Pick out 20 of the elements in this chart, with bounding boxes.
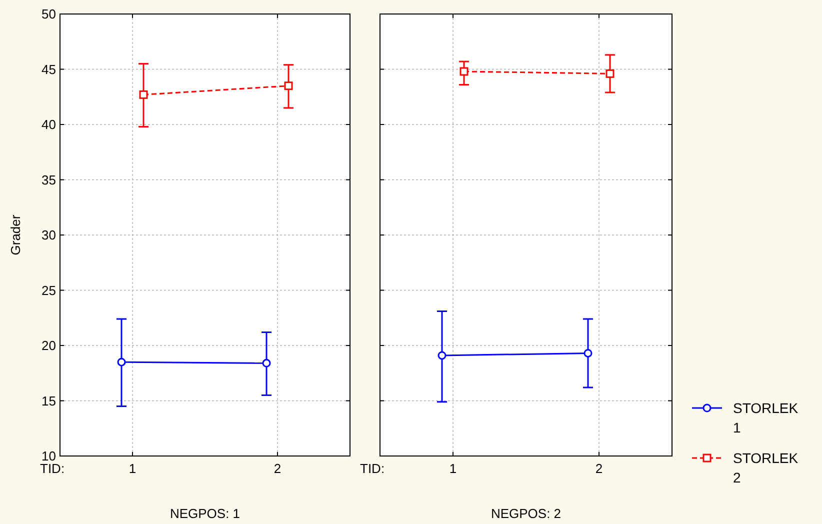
y-tick-label: 20 <box>42 338 56 354</box>
y-tick-label: 40 <box>42 117 56 132</box>
y-tick-label: 35 <box>42 172 56 188</box>
text: TID: <box>40 461 65 476</box>
x-tick-label: 2 <box>595 461 603 476</box>
legend-label: STORLEK 2 <box>733 450 799 486</box>
x-axis-title: NEGPOS: 1 <box>170 506 240 521</box>
y-tick-label: 50 <box>42 6 56 22</box>
legend-label: STORLEK 1 <box>733 400 799 436</box>
y-tick-label: 25 <box>42 282 56 298</box>
y-axis-title: Grader <box>8 214 23 256</box>
y-tick-label: 45 <box>42 62 56 77</box>
text: TID: <box>360 461 385 476</box>
y-tick-label: 15 <box>42 393 56 408</box>
y-tick-label: 30 <box>42 228 56 243</box>
x-tick-label: 2 <box>274 461 282 476</box>
x-tick-label: 1 <box>449 461 457 476</box>
y-tick-label: 10 <box>42 448 56 464</box>
x-axis-title: NEGPOS: 2 <box>490 506 562 521</box>
x-tick-label: 1 <box>128 461 136 476</box>
